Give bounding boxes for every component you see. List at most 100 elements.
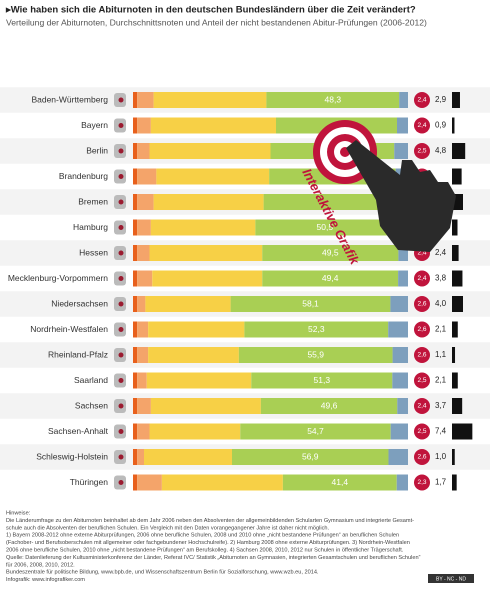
grade-label: 2,6 — [417, 301, 426, 308]
bar-segment — [133, 245, 138, 261]
bar-segment — [150, 219, 256, 236]
map-highlight — [118, 352, 124, 358]
failed-label: 3,7 — [435, 401, 447, 410]
note-line: Quelle: Datenlieferung der Kultusministe… — [6, 555, 421, 561]
failed-label: 0,9 — [435, 121, 447, 130]
grade-dot — [414, 372, 430, 389]
bar-segment — [244, 321, 389, 338]
bar-segment — [137, 270, 153, 287]
failed-bar — [452, 117, 455, 134]
bar-segment — [145, 296, 231, 312]
license: BY - NC - ND — [436, 576, 466, 582]
bar-segment — [148, 321, 245, 338]
grade-label: 2,6 — [417, 326, 426, 333]
note-line: 1) Bayern 2008-2012 ohne externe Abiturp… — [6, 533, 399, 539]
grade-dot — [414, 398, 430, 414]
value-label: 51,3 — [314, 375, 331, 385]
value-label: 52,3 — [308, 324, 325, 334]
grade-label: 2,6 — [417, 454, 426, 461]
map-highlight — [118, 97, 124, 103]
chart-subtitle: Verteilung der Abiturnoten, Durchschnitt… — [6, 17, 427, 27]
bar-segment — [397, 117, 408, 134]
bar-segment — [282, 474, 397, 491]
category-label: Niedersachsen — [51, 298, 108, 308]
bar-segment — [133, 474, 138, 491]
note-line: 2006 ohne berufliche Schulen, 2010 ohne … — [6, 547, 404, 553]
failed-bar — [452, 347, 456, 363]
bar-segment — [255, 219, 395, 236]
bar-segment — [137, 143, 150, 159]
grade-label: 2,4 — [417, 122, 426, 129]
bar-segment — [149, 143, 271, 159]
bar-segment — [133, 321, 138, 338]
value-label: 48,3 — [325, 94, 342, 104]
map-highlight — [118, 276, 124, 281]
bar-segment — [398, 245, 408, 261]
grade-label: 2,3 — [417, 479, 426, 486]
category-label: Bayern — [81, 120, 108, 130]
bar-segment — [137, 474, 162, 491]
value-label: 49,6 — [321, 400, 338, 410]
map-highlight — [118, 378, 124, 383]
bar-segment — [392, 347, 408, 363]
grade-dot — [414, 474, 430, 491]
map-highlight — [118, 250, 124, 256]
bar-segment — [390, 423, 408, 440]
map-highlight — [118, 327, 124, 332]
category-label: Hamburg — [73, 222, 108, 232]
bar-segment — [251, 372, 393, 389]
bar-segment — [146, 372, 252, 389]
bar-segment — [396, 474, 408, 491]
note-line: Infografik: www.infografiker.com — [6, 577, 85, 583]
category-label: Thüringen — [70, 477, 109, 487]
value-label: 54,7 — [307, 426, 324, 436]
failed-label: 1,1 — [435, 350, 447, 359]
failed-label: 4,8 — [435, 146, 447, 155]
failed-bar — [452, 449, 455, 465]
grade-label: 2,4 — [417, 403, 426, 410]
grade-dot — [414, 296, 430, 312]
bar-segment — [230, 296, 391, 312]
value-label: 50,5 — [317, 222, 334, 232]
bar-segment — [137, 117, 151, 134]
grade-dot — [414, 321, 430, 338]
map-highlight — [118, 403, 124, 409]
bar-segment — [133, 423, 138, 440]
failed-bar — [452, 372, 458, 389]
bar-segment — [137, 321, 149, 338]
bar-segment — [390, 296, 408, 312]
failed-label: 1,0 — [435, 452, 447, 461]
grade-label: 2,5 — [417, 428, 426, 435]
bar-segment — [153, 92, 267, 108]
grade-label: 2,5 — [417, 148, 426, 155]
value-label: 41,4 — [332, 477, 349, 487]
bar-segment — [144, 449, 232, 465]
bar-segment — [137, 449, 144, 465]
bar-segment — [137, 219, 151, 236]
value-label: 49,5 — [322, 247, 339, 257]
bar-segment — [133, 347, 138, 363]
bar-segment — [133, 92, 138, 108]
grade-label: 2,4 — [417, 275, 426, 282]
failed-bar — [452, 423, 473, 440]
bar-segment — [262, 270, 399, 287]
grade-dot — [414, 92, 430, 108]
notes: Hinweise: Die Länderumfrage zu den Abitur… — [6, 510, 421, 583]
grade-dot — [414, 347, 430, 363]
map-highlight — [118, 301, 124, 307]
category-label: Schleswig-Holstein — [36, 451, 108, 461]
failed-bar — [452, 219, 458, 236]
bar-segment — [263, 194, 393, 210]
category-label: Rheinland-Pfalz — [48, 349, 108, 359]
bar-segment — [388, 449, 408, 465]
map-highlight — [118, 429, 124, 434]
bar-segment — [137, 92, 154, 108]
bar-segment — [137, 194, 154, 210]
bar-segment — [260, 398, 398, 414]
bar-segment — [133, 449, 138, 465]
hand-icon[interactable] — [346, 140, 456, 252]
grade-dot — [414, 449, 430, 465]
failed-bar — [452, 194, 463, 210]
grade-label: 2,6 — [417, 352, 426, 359]
